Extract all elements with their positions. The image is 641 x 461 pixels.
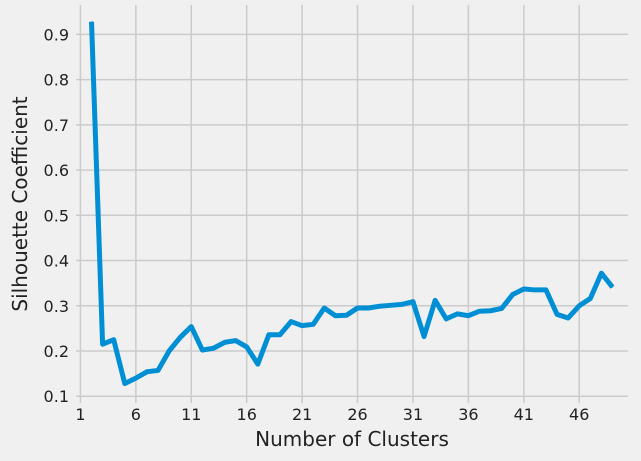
data-point-38 — [490, 310, 492, 312]
data-point-32 — [423, 336, 425, 338]
y-tick-label-7: 0.8 — [44, 71, 69, 90]
data-point-34 — [445, 318, 447, 320]
plot-area-background — [76, 5, 628, 403]
x-tick-label-6: 31 — [403, 405, 423, 424]
data-point-27 — [368, 307, 370, 309]
data-point-16 — [246, 346, 248, 348]
data-point-19 — [279, 334, 281, 336]
data-point-24 — [334, 315, 336, 317]
data-point-28 — [379, 305, 381, 307]
data-points — [91, 21, 613, 385]
data-point-49 — [611, 286, 613, 288]
data-point-13 — [212, 347, 214, 349]
data-point-45 — [567, 317, 569, 319]
y-tick-label-6: 0.7 — [44, 116, 69, 135]
data-point-15 — [235, 340, 237, 342]
data-point-39 — [501, 307, 503, 309]
data-point-21 — [301, 325, 303, 327]
y-tick-label-3: 0.4 — [44, 252, 69, 271]
data-point-11 — [190, 326, 192, 328]
data-point-31 — [412, 301, 414, 303]
y-tick-label-1: 0.2 — [44, 342, 69, 361]
data-point-37 — [478, 310, 480, 312]
x-tick-label-2: 11 — [181, 405, 201, 424]
data-point-4 — [113, 339, 115, 341]
data-point-40 — [512, 293, 514, 295]
data-point-22 — [312, 323, 314, 325]
data-point-25 — [345, 314, 347, 316]
data-point-14 — [224, 341, 226, 343]
silhouette-series-line — [89, 21, 615, 387]
data-point-6 — [135, 377, 137, 379]
data-point-36 — [467, 315, 469, 317]
data-point-2 — [91, 21, 93, 23]
data-point-8 — [157, 369, 159, 371]
data-point-47 — [589, 298, 591, 300]
data-point-12 — [201, 349, 203, 351]
x-tick-label-5: 26 — [347, 405, 367, 424]
y-tick-label-2: 0.3 — [44, 297, 69, 316]
y-tick-label-4: 0.5 — [44, 206, 69, 225]
data-point-29 — [390, 304, 392, 306]
x-tick-labels: 1 6 11 16 21 26 31 36 41 46 — [75, 405, 589, 424]
x-tick-label-9: 46 — [569, 405, 589, 424]
data-point-48 — [600, 272, 602, 274]
x-tick-label-0: 1 — [75, 405, 85, 424]
y-tick-labels: 0.1 0.2 0.3 0.4 0.5 0.6 0.7 0.8 0.9 — [44, 25, 69, 406]
data-point-30 — [401, 303, 403, 305]
data-point-5 — [124, 383, 126, 385]
x-tick-label-1: 6 — [131, 405, 141, 424]
x-axis-title: Number of Clusters — [255, 427, 449, 451]
data-point-41 — [523, 288, 525, 290]
y-axis-title: Silhouette Coefficient — [8, 96, 32, 311]
x-tick-label-4: 21 — [292, 405, 312, 424]
data-point-43 — [545, 289, 547, 291]
y-tick-label-5: 0.6 — [44, 161, 69, 180]
x-tick-label-3: 16 — [237, 405, 257, 424]
data-point-17 — [257, 363, 259, 365]
x-tick-label-7: 36 — [458, 405, 478, 424]
y-tick-label-0: 0.1 — [44, 387, 69, 406]
data-point-9 — [168, 350, 170, 352]
data-point-7 — [146, 371, 148, 373]
data-point-33 — [434, 299, 436, 301]
y-tick-label-8: 0.9 — [44, 25, 69, 44]
data-point-3 — [102, 343, 104, 345]
data-point-44 — [556, 313, 558, 315]
data-point-26 — [357, 307, 359, 309]
data-point-20 — [290, 321, 292, 323]
data-point-18 — [268, 334, 270, 336]
x-tick-label-8: 41 — [514, 405, 534, 424]
data-point-46 — [578, 305, 580, 307]
data-point-42 — [534, 289, 536, 291]
data-point-35 — [456, 313, 458, 315]
data-point-10 — [179, 336, 181, 338]
data-point-23 — [323, 307, 325, 309]
